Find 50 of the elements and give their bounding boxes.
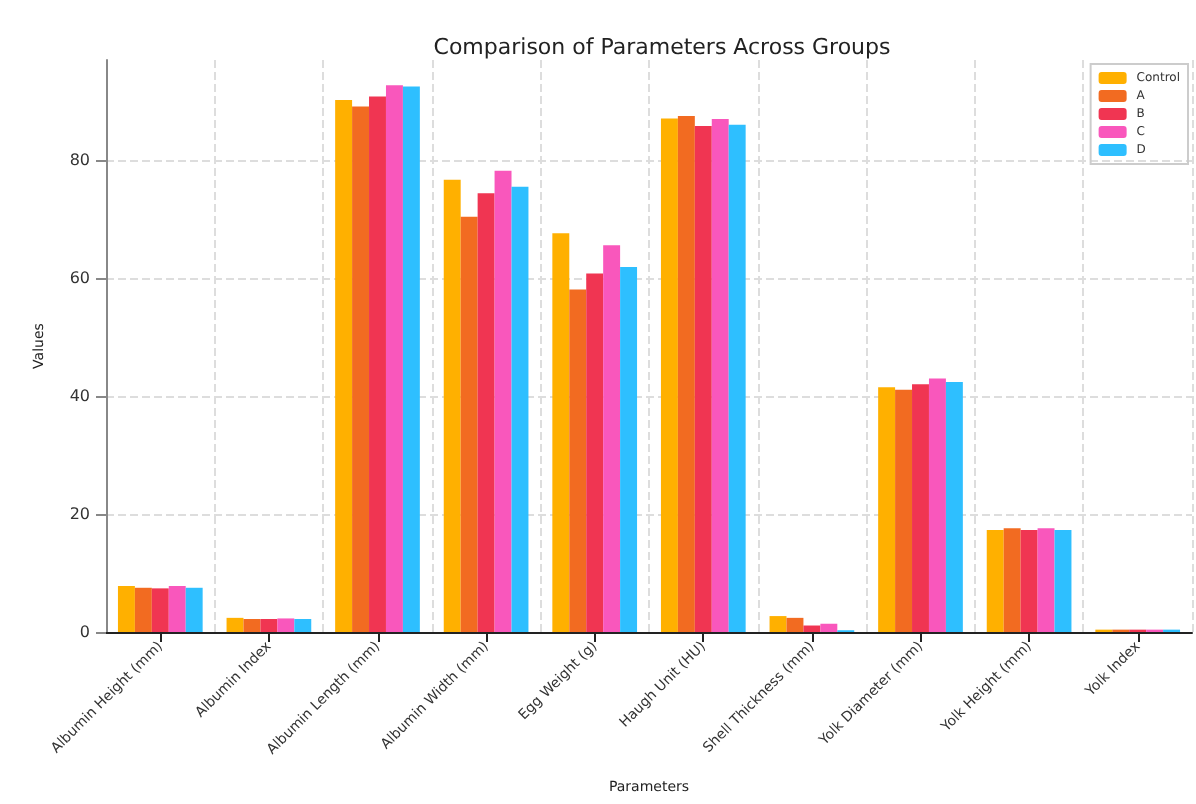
bar	[769, 616, 787, 632]
bar	[369, 96, 386, 632]
bar	[677, 116, 695, 632]
y-tick-label: 60	[69, 269, 90, 288]
bar	[260, 619, 278, 632]
bar	[168, 586, 186, 632]
bar	[1054, 529, 1072, 632]
bar	[511, 186, 529, 632]
bar	[711, 118, 729, 632]
bar	[494, 170, 512, 632]
bar	[620, 266, 638, 632]
bar	[294, 619, 312, 632]
bar	[243, 619, 261, 632]
bar	[1020, 529, 1038, 632]
bar	[335, 100, 353, 632]
bar	[477, 193, 495, 632]
bar	[603, 245, 621, 632]
bar	[277, 618, 295, 632]
bar	[117, 586, 135, 632]
bar	[402, 86, 420, 632]
y-tick-label: 40	[69, 387, 90, 406]
bar	[820, 623, 838, 632]
bar	[694, 126, 712, 632]
bar	[928, 378, 946, 632]
bar	[728, 124, 746, 632]
bar	[945, 381, 963, 632]
bar	[803, 625, 821, 632]
bar	[986, 529, 1004, 632]
bar	[443, 179, 461, 632]
bar	[385, 85, 403, 632]
bar	[786, 617, 804, 632]
bar	[552, 233, 570, 632]
bar	[878, 387, 896, 632]
y-tick-label: 20	[69, 505, 90, 524]
bar	[1003, 528, 1021, 632]
bar	[586, 273, 604, 632]
bar	[660, 118, 678, 632]
y-tick-label: 80	[69, 151, 90, 170]
bar	[352, 106, 370, 632]
bar	[134, 587, 152, 632]
chart-title: Comparison of Parameters Across Groups	[433, 34, 892, 60]
bar	[460, 216, 478, 632]
bar	[912, 384, 929, 632]
bar	[569, 289, 587, 632]
bar	[151, 588, 169, 632]
bar	[1037, 528, 1055, 632]
bar	[895, 389, 913, 632]
bar	[185, 587, 203, 632]
y-tick-label: 0	[79, 623, 90, 641]
bar	[226, 617, 244, 632]
